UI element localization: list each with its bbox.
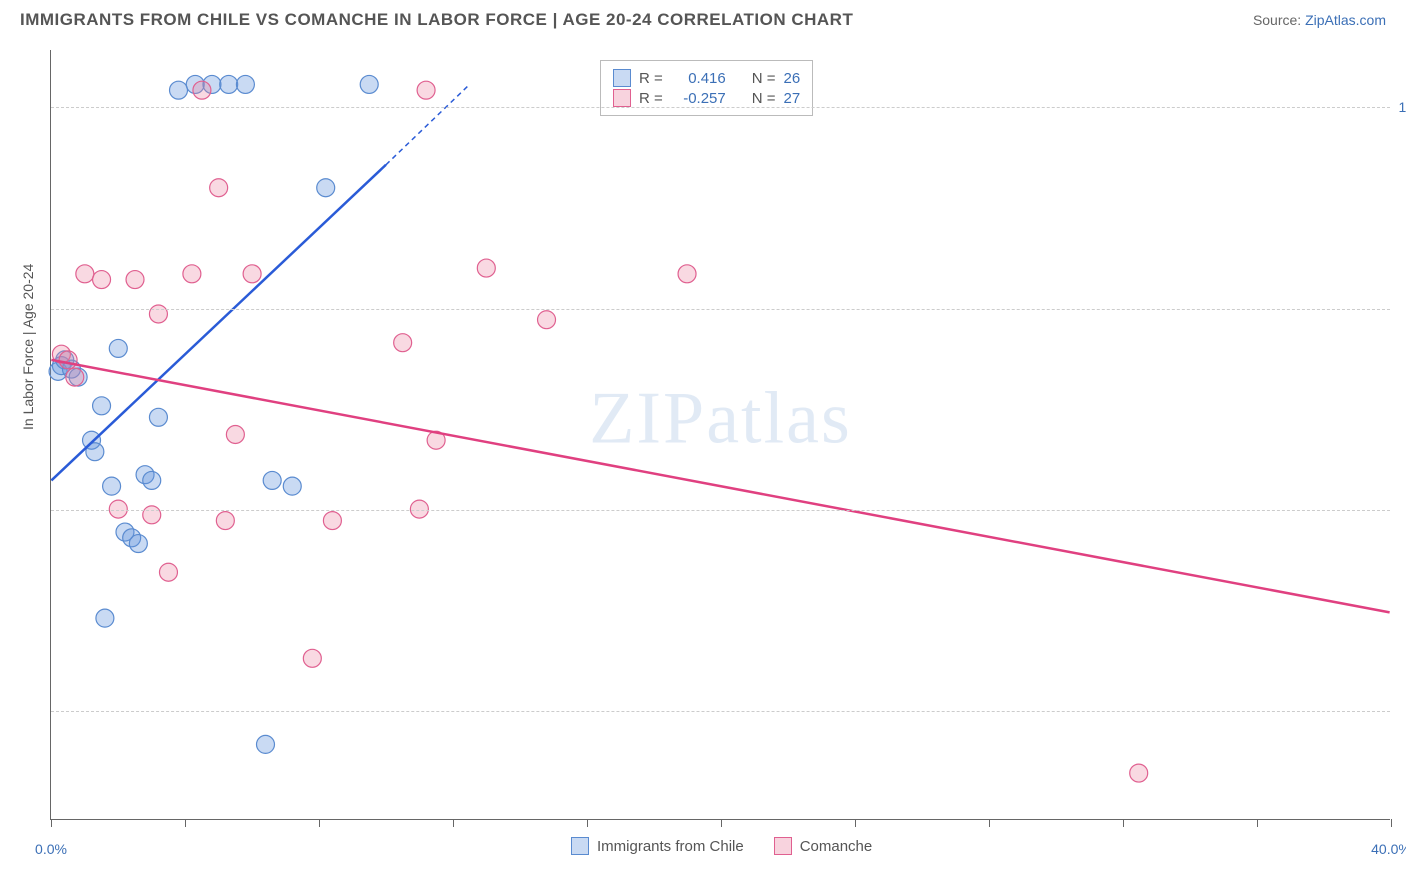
- y-axis-title: In Labor Force | Age 20-24: [20, 264, 36, 430]
- swatch-blue: [571, 837, 589, 855]
- legend-item-chile: Immigrants from Chile: [571, 837, 744, 855]
- point-comanche: [59, 351, 77, 369]
- point-comanche: [678, 265, 696, 283]
- gridline-h: [51, 711, 1390, 712]
- point-comanche: [394, 334, 412, 352]
- r-value-chile: 0.416: [671, 70, 726, 87]
- point-comanche: [303, 649, 321, 667]
- point-chile: [93, 397, 111, 415]
- point-chile: [143, 471, 161, 489]
- r-label: R =: [639, 70, 663, 87]
- y-tick-label: 100.0%: [1399, 99, 1406, 115]
- point-comanche: [1130, 764, 1148, 782]
- x-tick: [185, 819, 186, 827]
- point-comanche: [210, 179, 228, 197]
- scatter-svg: [51, 50, 1390, 819]
- chart-plot-area: ZIPatlas R = 0.416 N = 26 R = -0.257 N =…: [50, 50, 1390, 820]
- point-chile: [360, 75, 378, 93]
- gridline-h: [51, 107, 1390, 108]
- x-tick: [1257, 819, 1258, 827]
- swatch-blue: [613, 69, 631, 87]
- point-chile: [96, 609, 114, 627]
- n-label: N =: [752, 70, 776, 87]
- legend-label-chile: Immigrants from Chile: [597, 838, 744, 855]
- legend-row-comanche: R = -0.257 N = 27: [613, 89, 800, 107]
- x-label-left: 0.0%: [35, 841, 67, 857]
- point-comanche: [477, 259, 495, 277]
- source-link[interactable]: ZipAtlas.com: [1305, 12, 1386, 28]
- legend-label-comanche: Comanche: [800, 838, 873, 855]
- swatch-pink: [613, 89, 631, 107]
- x-tick: [1123, 819, 1124, 827]
- point-comanche: [66, 368, 84, 386]
- point-chile: [257, 735, 275, 753]
- point-chile: [283, 477, 301, 495]
- point-comanche: [76, 265, 94, 283]
- source-attribution: Source: ZipAtlas.com: [1253, 12, 1386, 28]
- source-prefix: Source:: [1253, 12, 1305, 28]
- point-chile: [220, 75, 238, 93]
- series-legend: Immigrants from Chile Comanche: [571, 837, 872, 855]
- legend-row-chile: R = 0.416 N = 26: [613, 69, 800, 87]
- point-comanche: [243, 265, 261, 283]
- x-tick: [989, 819, 990, 827]
- trend-line-comanche: [51, 360, 1389, 613]
- point-chile: [149, 408, 167, 426]
- point-chile: [263, 471, 281, 489]
- x-label-right: 40.0%: [1371, 841, 1406, 857]
- x-tick: [721, 819, 722, 827]
- r-value-comanche: -0.257: [671, 90, 726, 107]
- gridline-h: [51, 510, 1390, 511]
- point-chile: [129, 535, 147, 553]
- x-tick: [1391, 819, 1392, 827]
- x-tick: [587, 819, 588, 827]
- n-value-comanche: 27: [784, 90, 801, 107]
- x-tick: [319, 819, 320, 827]
- legend-item-comanche: Comanche: [774, 837, 873, 855]
- point-chile: [170, 81, 188, 99]
- point-chile: [317, 179, 335, 197]
- point-comanche: [216, 512, 234, 530]
- point-comanche: [193, 81, 211, 99]
- x-tick: [855, 819, 856, 827]
- swatch-pink: [774, 837, 792, 855]
- point-comanche: [159, 563, 177, 581]
- point-comanche: [93, 271, 111, 289]
- n-value-chile: 26: [784, 70, 801, 87]
- x-tick: [51, 819, 52, 827]
- trend-line-chile: [51, 165, 386, 481]
- r-label: R =: [639, 90, 663, 107]
- chart-title: IMMIGRANTS FROM CHILE VS COMANCHE IN LAB…: [20, 10, 853, 30]
- point-comanche: [417, 81, 435, 99]
- point-comanche: [143, 506, 161, 524]
- point-comanche: [323, 512, 341, 530]
- n-label: N =: [752, 90, 776, 107]
- x-tick: [453, 819, 454, 827]
- gridline-h: [51, 309, 1390, 310]
- point-chile: [103, 477, 121, 495]
- point-comanche: [183, 265, 201, 283]
- point-chile: [236, 75, 254, 93]
- point-chile: [109, 339, 127, 357]
- point-comanche: [126, 271, 144, 289]
- point-comanche: [226, 426, 244, 444]
- point-comanche: [538, 311, 556, 329]
